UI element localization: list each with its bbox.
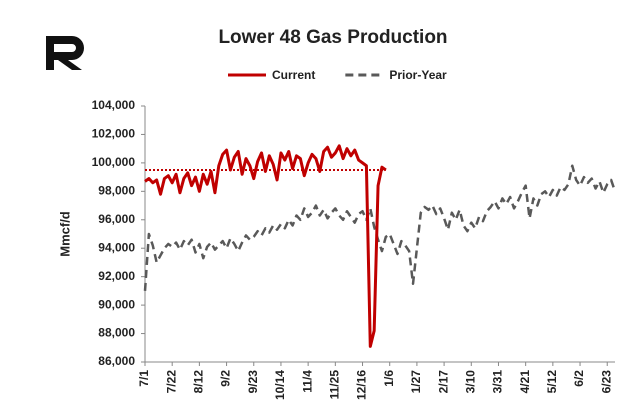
x-tick-label: 3/31 bbox=[491, 370, 505, 394]
x-tick-label: 6/2 bbox=[572, 370, 586, 387]
x-tick-label: 9/2 bbox=[219, 370, 233, 387]
chart-title: Lower 48 Gas Production bbox=[218, 27, 447, 48]
x-tick-label: 10/14 bbox=[273, 370, 287, 400]
y-tick-label: 102,000 bbox=[92, 127, 136, 141]
logo bbox=[46, 36, 84, 70]
y-tick-label: 94,000 bbox=[98, 240, 135, 254]
x-tick-label: 12/16 bbox=[355, 370, 369, 400]
x-tick-label: 4/21 bbox=[518, 370, 532, 394]
x-tick-label: 8/12 bbox=[192, 370, 206, 394]
y-axis-label: Mmcf/d bbox=[57, 211, 72, 257]
y-tick-label: 86,000 bbox=[98, 354, 135, 368]
line-series bbox=[144, 144, 387, 348]
legend-label: Prior-Year bbox=[389, 68, 447, 82]
x-tick-label: 7/22 bbox=[164, 370, 178, 394]
x-tick-label: 1/27 bbox=[409, 370, 423, 394]
y-tick-label: 96,000 bbox=[98, 212, 135, 226]
y-tick-label: 98,000 bbox=[98, 184, 135, 198]
y-tick-label: 100,000 bbox=[92, 155, 136, 169]
x-tick-label: 2/17 bbox=[436, 370, 450, 394]
x-tick-label: 6/23 bbox=[599, 370, 613, 394]
y-tick-label: 90,000 bbox=[98, 297, 135, 311]
y-tick-label: 92,000 bbox=[98, 269, 135, 283]
x-tick-label: 11/25 bbox=[328, 370, 342, 400]
x-tick-label: 7/1 bbox=[137, 370, 151, 387]
y-tick-label: 104,000 bbox=[92, 98, 136, 112]
x-tick-label: 11/4 bbox=[300, 370, 314, 393]
x-tick-label: 5/12 bbox=[545, 370, 559, 394]
x-tick-label: 1/6 bbox=[382, 370, 396, 387]
y-tick-label: 88,000 bbox=[98, 326, 135, 340]
x-tick-label: 9/23 bbox=[246, 370, 260, 394]
line-series bbox=[143, 164, 617, 291]
legend-label: Current bbox=[272, 68, 315, 82]
x-tick-label: 3/10 bbox=[463, 370, 477, 394]
